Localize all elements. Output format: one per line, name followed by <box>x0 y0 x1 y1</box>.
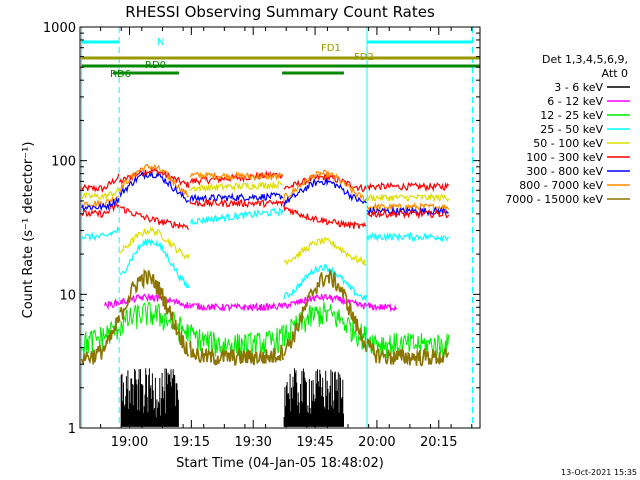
series-line-2 <box>81 301 450 360</box>
orbit-label-1: FD1 <box>321 43 341 54</box>
legend-label-7: 800 - 7000 keV <box>519 179 603 192</box>
series-line-0-block-1 <box>283 368 344 427</box>
legend-label-4: 50 - 100 keV <box>533 137 603 150</box>
series-line-7 <box>81 163 450 213</box>
footer-date: 13-Oct-2021 15:35 <box>561 468 637 477</box>
x-tick-label-1: 19:15 <box>173 435 210 450</box>
x-axis-label: Start Time (04-Jan-05 18:48:02) <box>176 456 384 471</box>
x-tick-label-2: 19:30 <box>234 435 271 450</box>
chart-title: RHESSI Observing Summary Count Rates <box>125 3 435 21</box>
y-axis-label: Count Rate (s⁻¹ detector⁻¹) <box>21 142 36 319</box>
legend-header-line-2: Att 0 <box>602 67 628 80</box>
legend-header-line-1: Det 1,3,4,5,6,9, <box>542 53 628 66</box>
y-tick-label-1: 10 <box>59 288 76 303</box>
y-tick-label-3: 1000 <box>43 21 76 36</box>
x-tick-label-0: 19:00 <box>111 435 148 450</box>
y-tick-label-0: 1 <box>68 422 76 437</box>
legend-label-3: 25 - 50 keV <box>540 123 603 136</box>
legend-label-6: 300 - 800 keV <box>526 165 603 178</box>
legend-label-2: 12 - 25 keV <box>540 109 603 122</box>
x-tick-label-4: 20:00 <box>358 435 395 450</box>
series-line-8 <box>80 268 450 367</box>
series-line-5-lower <box>81 198 450 230</box>
orbit-label-4: RD6 <box>110 69 131 80</box>
x-tick-label-3: 19:45 <box>296 435 333 450</box>
plot-frame <box>79 26 481 429</box>
series-line-1 <box>104 292 398 313</box>
legend-label-1: 6 - 12 keV <box>547 95 603 108</box>
orbit-label-3: RD0 <box>145 60 166 71</box>
series-line-3 <box>81 207 450 302</box>
orbit-label-2: FD2 <box>354 52 374 63</box>
legend-label-5: 100 - 300 keV <box>526 151 603 164</box>
orbit-label-0: N <box>157 37 164 48</box>
series-line-4 <box>81 180 450 266</box>
legend-label-0: 3 - 6 keV <box>554 81 603 94</box>
series-line-6 <box>81 171 449 217</box>
legend-label-8: 7000 - 15000 keV <box>505 193 603 206</box>
y-tick-label-2: 100 <box>51 155 76 170</box>
series-line-0-block-0 <box>120 368 179 427</box>
series-line-5 <box>81 167 450 194</box>
x-tick-label-5: 20:15 <box>420 435 457 450</box>
plot-area: N FD1 FD2 RD0 RD6 1 10 100 1000 19:00 19:15 19:30 19… <box>43 21 630 450</box>
